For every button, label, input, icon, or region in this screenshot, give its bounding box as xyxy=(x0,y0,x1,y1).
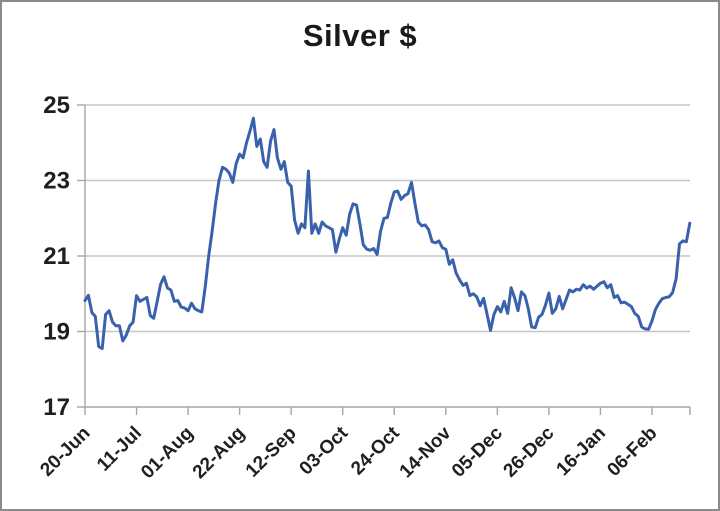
y-axis-label: 17 xyxy=(43,394,70,421)
x-axis-label: 06-Feb xyxy=(603,423,661,481)
x-axis-label: 14-Nov xyxy=(396,422,456,482)
x-axis-label: 12-Sep xyxy=(242,423,301,482)
x-axis-label: 24-Oct xyxy=(347,422,404,479)
x-axis-label: 22-Aug xyxy=(189,423,249,483)
price-line xyxy=(83,116,692,350)
x-axis-label: 03-Oct xyxy=(296,422,353,479)
chart-title: Silver $ xyxy=(302,18,418,53)
y-axis-label: 25 xyxy=(43,92,70,119)
x-axis-label: 01-Aug xyxy=(137,423,197,483)
x-axis-label: 05-Dec xyxy=(448,422,507,481)
x-axis-label: 26-Dec xyxy=(500,422,559,481)
y-axis-label: 21 xyxy=(43,243,70,270)
x-axis-label: 16-Jan xyxy=(553,423,610,480)
x-axis-label: 20-Jun xyxy=(36,423,94,481)
y-axis-label: 19 xyxy=(43,319,70,346)
y-axis-label: 23 xyxy=(43,168,70,195)
